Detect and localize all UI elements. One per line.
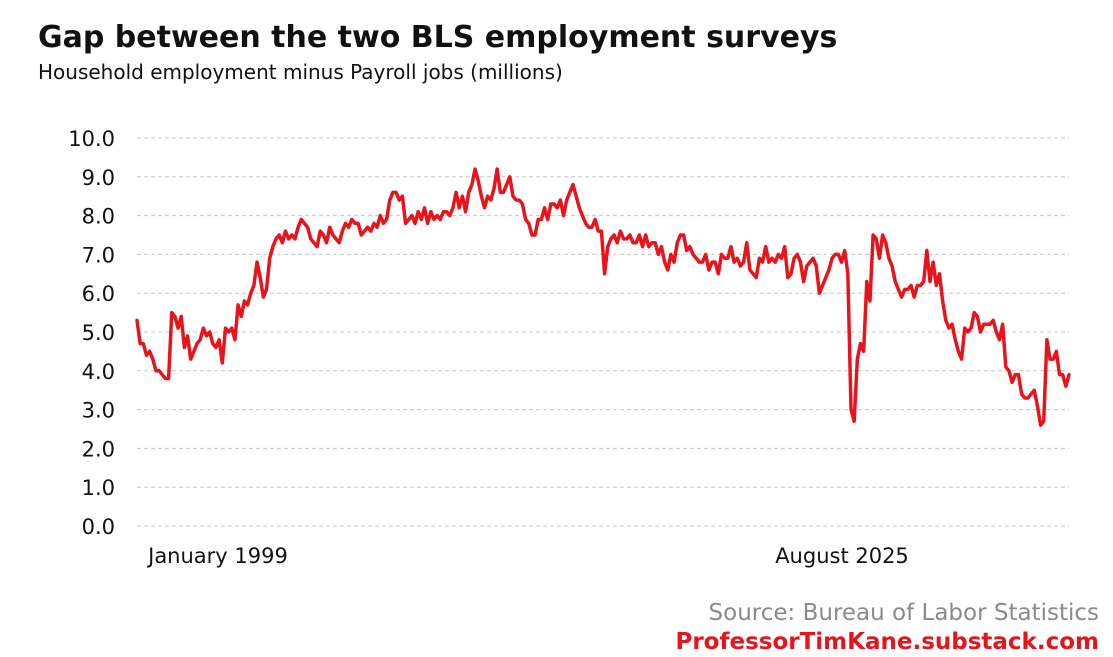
- y-tick-label: 4.0: [82, 360, 115, 384]
- y-tick-label: 5.0: [82, 321, 115, 345]
- x-tick-label: January 1999: [146, 544, 288, 568]
- y-tick-label: 2.0: [82, 437, 115, 461]
- y-tick-label: 10.0: [68, 127, 115, 151]
- series-line: [135, 167, 1071, 427]
- x-tick-label: August 2025: [775, 544, 909, 568]
- y-tick-label: 8.0: [82, 205, 115, 229]
- y-tick-label: 9.0: [82, 166, 115, 190]
- line-chart: 0.0 1.0 2.0 3.0 4.0 5.0 6.0 7.0 8.0 9.0 10.0 Janua…: [68, 127, 1071, 568]
- y-tick-label: 1.0: [82, 476, 115, 500]
- y-axis-ticks: 0.0 1.0 2.0 3.0 4.0 5.0 6.0 7.0 8.0 9.0 10.0: [68, 127, 115, 539]
- chart-title: Gap between the two BLS employment surve…: [38, 20, 838, 55]
- series-group: [135, 167, 1071, 427]
- y-tick-label: 0.0: [82, 515, 115, 539]
- source-note: Source: Bureau of Labor Statistics: [708, 600, 1099, 626]
- y-tick-label: 6.0: [82, 282, 115, 306]
- chart-subtitle: Household employment minus Payroll jobs …: [38, 60, 563, 84]
- y-tick-label: 7.0: [82, 243, 115, 267]
- x-axis-ticks: January 1999 August 2025: [146, 544, 909, 568]
- credit-link[interactable]: ProfessorTimKane.substack.com: [675, 629, 1099, 655]
- gridlines: [137, 137, 1069, 527]
- y-tick-label: 3.0: [82, 399, 115, 423]
